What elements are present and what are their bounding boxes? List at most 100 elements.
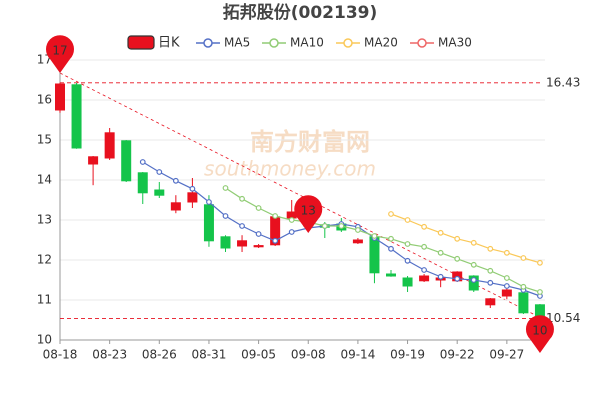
candle-body [518, 292, 529, 314]
ma-point [255, 231, 262, 237]
x-tick-label: 09-19 [390, 348, 425, 362]
candle-body [88, 156, 99, 165]
candle-body [203, 204, 214, 242]
candle-body [369, 236, 380, 274]
legend-swatch [343, 38, 353, 48]
x-tick-label: 09-27 [489, 348, 524, 362]
ma-point [222, 213, 229, 219]
y-tick-label: 13 [37, 213, 52, 227]
ma-point [388, 245, 394, 252]
x-tick-label: 08-18 [43, 348, 78, 362]
legend-label: MA10 [290, 36, 324, 50]
ma-point [503, 275, 510, 281]
ma-point [421, 243, 428, 250]
ma-point [388, 211, 394, 217]
y-tick-label: 12 [37, 253, 52, 267]
ma-point [503, 249, 510, 256]
x-tick-label: 09-05 [241, 348, 276, 362]
candle-body [534, 304, 545, 317]
ma-point [537, 259, 543, 266]
ma-point [470, 277, 477, 283]
ma-point [421, 267, 428, 273]
watermark: 南方财富网 [250, 128, 370, 156]
ma-point [272, 213, 279, 219]
candle-body [170, 202, 181, 211]
candle-body [501, 289, 512, 297]
y-tick-label: 16 [37, 93, 52, 107]
ma-point [355, 227, 361, 233]
ma-point [520, 255, 527, 261]
ma-point [470, 261, 477, 268]
ma-point [454, 235, 461, 242]
candle-body [55, 83, 65, 111]
ma-point [206, 199, 212, 205]
pin-label: 13 [301, 204, 316, 218]
ma-point [139, 159, 146, 165]
x-tick-label: 09-08 [291, 348, 326, 362]
legend-label: 日K [158, 36, 180, 51]
candle-body [253, 245, 264, 248]
ma-point [222, 185, 229, 191]
ma-point [338, 223, 345, 229]
ma-point [404, 241, 411, 247]
ma-point [437, 229, 444, 236]
legend-swatch [203, 38, 213, 48]
candle-body [468, 275, 479, 291]
ma-point [388, 235, 394, 242]
ma-point [321, 223, 328, 229]
reference-label: 10.54 [546, 311, 580, 325]
reference-label: 16.43 [546, 75, 580, 89]
ma-point [454, 275, 461, 282]
legend-label: MA5 [224, 36, 250, 50]
x-tick-label: 08-31 [192, 348, 227, 362]
legend-label: MA30 [438, 36, 472, 50]
pin-label: 10 [532, 324, 547, 338]
candle-body [352, 239, 363, 244]
ma-point [537, 289, 543, 295]
ma-point [470, 239, 477, 246]
candle-body [485, 298, 496, 306]
ma-point [172, 177, 179, 184]
ma-point [239, 223, 245, 229]
ma-point [437, 249, 444, 256]
ma-point [239, 195, 245, 202]
ma-line [390, 213, 541, 264]
candle-body [386, 273, 396, 277]
y-tick-label: 10 [37, 333, 52, 347]
candle-body [71, 84, 82, 149]
ma-point [404, 217, 411, 223]
pin-marker [45, 35, 75, 73]
ma-point [487, 267, 494, 274]
chart-title: 拓邦股份(002139) [223, 2, 378, 23]
candle-body [220, 236, 231, 249]
x-tick-label: 08-26 [142, 348, 177, 362]
legend-swatch [417, 38, 427, 48]
ma-point [272, 237, 279, 244]
pin-label: 17 [52, 44, 67, 58]
x-tick-label: 09-14 [340, 348, 375, 362]
ma-point [156, 169, 163, 175]
y-tick-label: 11 [37, 293, 52, 307]
x-tick-label: 09-22 [440, 348, 475, 362]
legend-swatch [127, 35, 155, 50]
candle-body [137, 172, 148, 194]
ma-point [487, 279, 494, 286]
ma-point [255, 205, 262, 211]
legend-swatch [269, 38, 279, 48]
ma-point [437, 273, 444, 280]
candle-body [154, 189, 165, 196]
y-tick-label: 14 [37, 173, 52, 187]
ma-point [189, 185, 196, 192]
candle-body [402, 277, 413, 287]
ma-point [503, 283, 510, 289]
legend-label: MA20 [364, 36, 398, 50]
candle-body [104, 132, 115, 159]
candle-body [237, 240, 248, 247]
ma-point [487, 245, 494, 252]
ma-point [454, 255, 461, 262]
x-tick-label: 08-23 [92, 348, 127, 362]
ma-point [288, 217, 295, 223]
ma-point [404, 257, 411, 264]
y-tick-label: 15 [37, 133, 52, 147]
